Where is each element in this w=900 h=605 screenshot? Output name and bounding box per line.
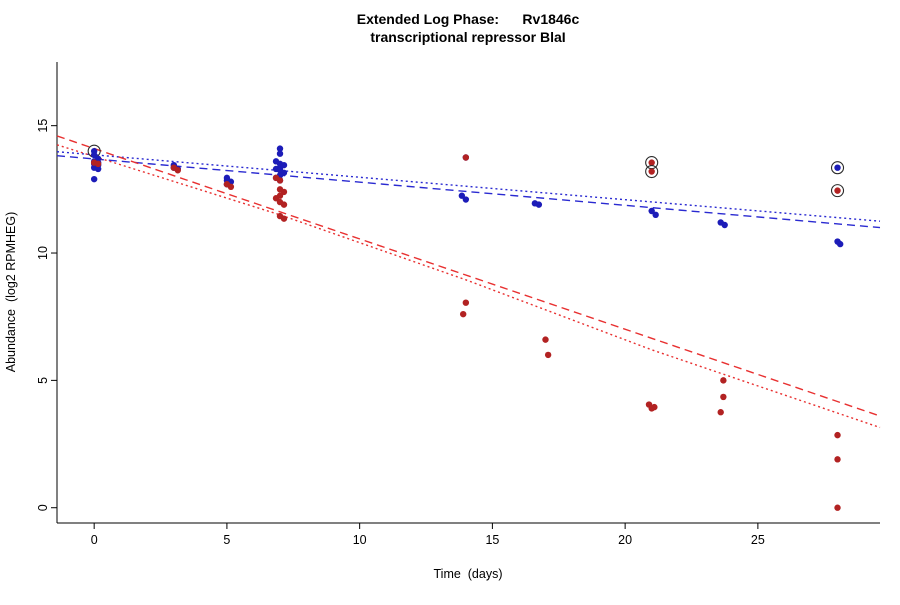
data-point-blue [834, 164, 841, 171]
trend-line-red-dotted [56, 144, 881, 429]
data-point-red [720, 393, 727, 401]
y-tick-label: 10 [36, 246, 50, 260]
data-point-blue [462, 196, 470, 203]
data-point-blue [721, 221, 728, 229]
data-point-blue [535, 201, 543, 208]
data-point-red [280, 215, 288, 222]
data-point-blue [652, 211, 659, 219]
x-axis-label: Time (days) [434, 567, 503, 581]
data-point-red [280, 188, 288, 196]
data-point-red [542, 336, 549, 343]
data-point-red [834, 431, 841, 439]
data-point-blue [90, 175, 98, 183]
chart-title-line1: Extended Log Phase: Rv1846c [357, 11, 580, 27]
data-point-red [459, 310, 467, 318]
x-tick-label: 20 [618, 533, 632, 547]
data-point-red [834, 187, 841, 194]
data-point-red [834, 504, 841, 511]
data-point-blue [836, 240, 844, 248]
outlier-ring-blue [830, 161, 845, 175]
data-point-red [544, 351, 552, 359]
data-point-red [272, 195, 280, 202]
data-point-red [280, 201, 288, 208]
data-point-red [648, 159, 655, 166]
trend-lines [56, 135, 881, 429]
y-tick-label: 15 [36, 119, 50, 133]
data-point-red [462, 299, 470, 306]
data-point-red [227, 183, 235, 191]
x-tick-label: 5 [223, 533, 230, 547]
data-point-red [462, 154, 470, 161]
data-point-red [276, 177, 284, 184]
data-point-red [834, 456, 841, 463]
x-tick-label: 10 [353, 533, 367, 547]
outlier-ring-red [645, 164, 659, 179]
trend-line-red-dashed [56, 135, 881, 417]
x-tick-label: 25 [751, 533, 765, 547]
y-tick-label: 0 [36, 504, 50, 511]
data-point-blue [94, 165, 102, 173]
data-point-red [648, 405, 655, 412]
data-point-blue [276, 150, 284, 157]
data-point-red [174, 167, 181, 174]
outlier-ring-red [830, 184, 845, 198]
data-points [87, 144, 845, 511]
axes: 0 5 10 15 20 25 0 5 10 15 [36, 62, 880, 547]
chart-title-line2: transcriptional repressor BlaI [370, 29, 565, 45]
data-point-blue [90, 151, 98, 159]
x-tick-label: 15 [485, 533, 499, 547]
data-point-red [94, 160, 102, 168]
y-axis-label: Abundance (log2 RPMHEG) [4, 212, 18, 373]
data-point-blue [458, 192, 466, 199]
y-tick-label: 5 [36, 377, 50, 384]
x-tick-label: 0 [91, 533, 98, 547]
data-point-red [717, 409, 724, 416]
data-point-red [720, 377, 727, 384]
trend-line-blue-dotted [56, 151, 881, 222]
data-point-blue [648, 207, 655, 215]
data-point-blue [276, 145, 284, 152]
data-point-red [648, 168, 655, 175]
trend-line-blue-dashed [56, 155, 881, 229]
